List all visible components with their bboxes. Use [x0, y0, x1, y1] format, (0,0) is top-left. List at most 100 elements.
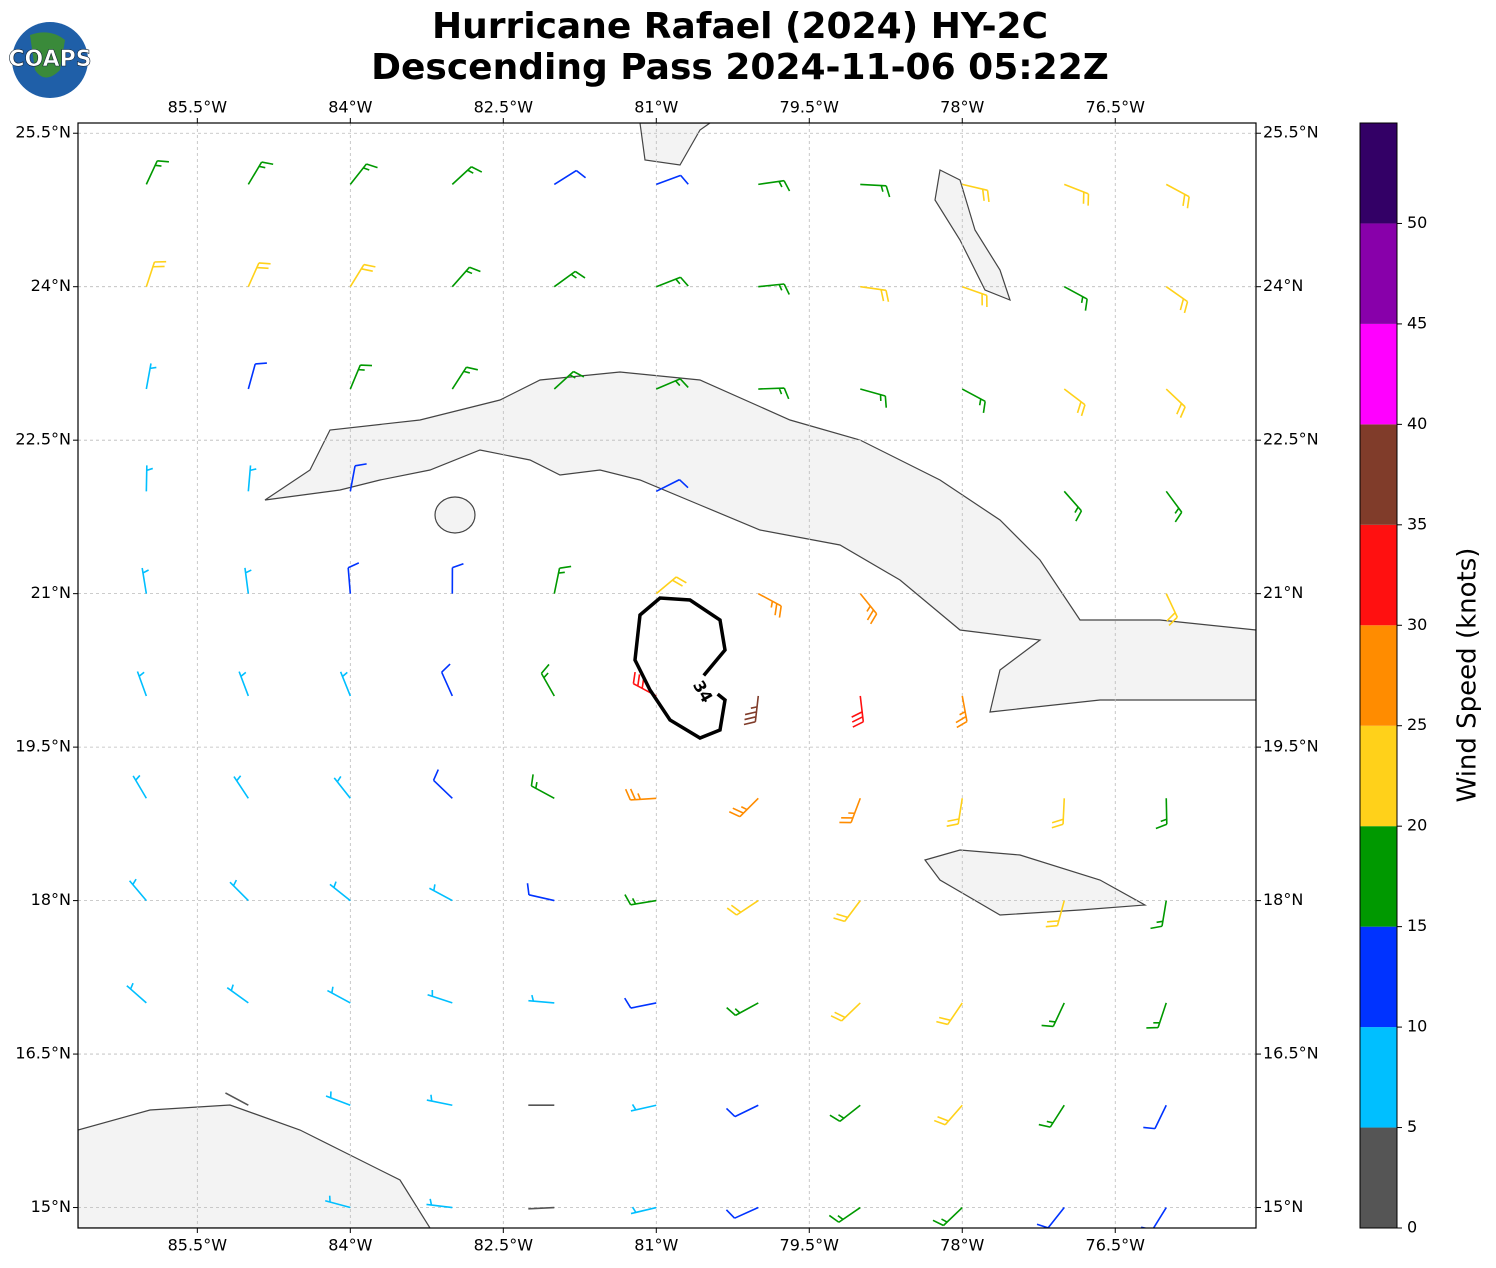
- colorbar-tick-label: 5: [1407, 1117, 1417, 1136]
- wind-barb: [860, 594, 876, 624]
- wind-barb: [758, 284, 789, 295]
- wind-barb: [1037, 1208, 1064, 1228]
- wind-barb: [631, 1207, 656, 1214]
- logo-text: COAPS: [8, 47, 91, 72]
- wind-barb: [1141, 1208, 1166, 1230]
- title-line: Hurricane Rafael (2024) HY-2C: [432, 6, 1048, 47]
- wind-barb: [1151, 901, 1167, 929]
- wind-barb: [434, 770, 453, 799]
- colorbar-bin: [1360, 726, 1397, 826]
- wind-barb: [1146, 1003, 1166, 1028]
- wind-barb: [452, 367, 478, 389]
- wind-barb: [1166, 491, 1181, 522]
- wind-barb: [528, 1208, 554, 1209]
- wind-barb: [554, 271, 585, 286]
- wind-barb: [234, 776, 248, 798]
- colorbar-tick-label: 0: [1407, 1218, 1417, 1237]
- wind-barb: [933, 1208, 962, 1226]
- wind-barb: [248, 263, 270, 287]
- wind-barb: [429, 884, 452, 900]
- wind-barb: [726, 1105, 758, 1116]
- wind-barb: [326, 1091, 350, 1105]
- y-tick-label: 24°N: [1263, 276, 1303, 295]
- wind-barb: [962, 287, 987, 307]
- y-tick-label: 21°N: [31, 583, 71, 602]
- wind-barb: [831, 1003, 860, 1021]
- florida: [640, 123, 710, 165]
- wind-barb: [327, 987, 350, 1003]
- x-tick-label: 85.5°W: [168, 1236, 228, 1255]
- wind-barb: [427, 1095, 452, 1105]
- wind-barb: [625, 998, 657, 1008]
- wind-barb: [1052, 798, 1064, 827]
- wind-barb: [1156, 798, 1167, 828]
- colorbar-tick-label: 40: [1407, 414, 1427, 433]
- y-tick-label: 18°N: [31, 890, 71, 909]
- colorbar-bin: [1360, 123, 1397, 223]
- wind-barb: [860, 389, 886, 408]
- wind-barb: [839, 798, 860, 822]
- wind-barb: [146, 161, 169, 185]
- y-tick-label: 21°N: [1263, 583, 1303, 602]
- wind-barb: [962, 389, 985, 413]
- wind-barb: [452, 267, 480, 286]
- wind-barb: [330, 882, 350, 901]
- x-tick-label: 78°W: [940, 1236, 984, 1255]
- title-line: Descending Pass 2024-11-06 05:22Z: [371, 47, 1109, 88]
- wind-barb: [531, 774, 554, 798]
- x-tick-label: 82.5°W: [474, 98, 534, 117]
- wind-barb: [1064, 389, 1085, 416]
- wind-barb: [1143, 1105, 1166, 1128]
- colorbar-bin: [1360, 424, 1397, 524]
- andros: [935, 170, 1010, 300]
- colorbar-bin: [1360, 826, 1397, 926]
- x-tick-label: 84°W: [328, 98, 372, 117]
- colorbar-label: Wind Speed (knots): [1453, 548, 1483, 803]
- y-tick-label: 19.5°N: [1263, 737, 1319, 756]
- y-tick-label: 16.5°N: [1263, 1044, 1319, 1063]
- colorbar-bin: [1360, 625, 1397, 725]
- honduras: [78, 1105, 430, 1228]
- colorbar-tick-label: 20: [1407, 816, 1427, 835]
- x-tick-label: 81°W: [634, 1236, 678, 1255]
- y-tick-label: 25.5°N: [1263, 123, 1319, 142]
- wind-barb: [227, 985, 248, 1003]
- colorbar-tick-label: 45: [1407, 313, 1427, 332]
- wind-barb: [860, 287, 888, 302]
- x-tick-label: 79.5°W: [780, 98, 840, 117]
- wind-barb: [758, 388, 788, 399]
- colorbar-bin: [1360, 324, 1397, 424]
- colorbar-tick-label: 15: [1407, 916, 1427, 935]
- colorbar-bin: [1360, 927, 1397, 1027]
- x-tick-label: 78°W: [940, 98, 984, 117]
- logo: COAPS: [8, 22, 91, 98]
- wind-barb: [541, 664, 554, 696]
- wind-barb: [248, 363, 267, 389]
- coastlines: [78, 123, 1256, 1228]
- wind-barb: [334, 776, 350, 798]
- wind-barb: [1042, 1003, 1065, 1027]
- wind-barb: [225, 1093, 248, 1105]
- wind-barb: [341, 672, 351, 696]
- wind-barb: [956, 696, 967, 727]
- contour-34kt: [635, 598, 725, 738]
- wind-barb: [625, 895, 656, 905]
- wind-barb: [656, 175, 688, 184]
- colorbar-tick-label: 30: [1407, 615, 1427, 634]
- colorbar-tick-label: 50: [1407, 213, 1427, 232]
- wind-barb: [729, 798, 758, 816]
- x-tick-label: 79.5°W: [780, 1236, 840, 1255]
- wind-barb: [860, 184, 889, 197]
- wind-barb: [934, 1105, 962, 1125]
- wind-barb: [726, 1208, 758, 1219]
- y-tick-label: 25.5°N: [15, 123, 71, 142]
- wind-barb: [350, 265, 375, 287]
- wind-barb: [230, 880, 248, 901]
- wind-barb: [626, 789, 657, 800]
- wind-barb: [133, 775, 146, 798]
- colorbar-tick-label: 25: [1407, 715, 1427, 734]
- wind-barb: [947, 798, 963, 826]
- wind-barb: [146, 262, 166, 287]
